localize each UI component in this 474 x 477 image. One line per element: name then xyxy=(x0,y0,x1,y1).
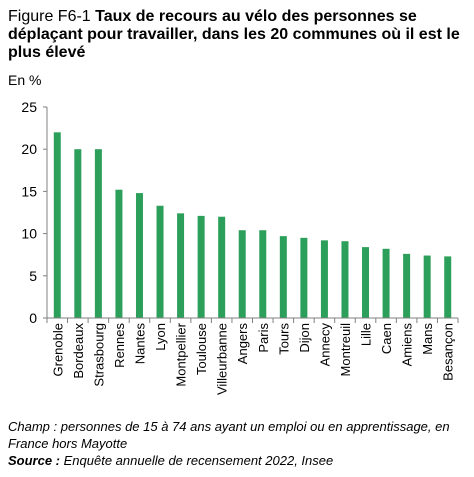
bar xyxy=(300,237,308,318)
bar xyxy=(279,236,287,318)
bar xyxy=(115,189,123,318)
bar xyxy=(53,132,61,318)
y-axis-unit: En % xyxy=(8,72,42,88)
bar xyxy=(423,255,431,318)
x-tick-label: Tours xyxy=(276,323,291,355)
y-tick-label: 0 xyxy=(29,310,37,326)
y-tick-label: 5 xyxy=(29,268,37,284)
bar xyxy=(74,149,82,318)
x-tick-label: Amiens xyxy=(400,323,415,367)
bar xyxy=(197,215,205,318)
x-tick-label: Montpellier xyxy=(174,322,189,386)
y-tick-label: 10 xyxy=(21,226,37,242)
x-tick-label: Villeurbanne xyxy=(215,323,230,395)
x-tick-label: Caen xyxy=(379,323,394,354)
x-tick-label: Lyon xyxy=(153,323,168,351)
figure-title: Taux de recours au vélo des personnes se… xyxy=(8,8,460,61)
bar xyxy=(382,248,390,318)
chart-notes: Champ : personnes de 15 à 74 ans ayant u… xyxy=(8,418,468,469)
source-label: Source : xyxy=(8,453,61,468)
x-tick-label: Angers xyxy=(235,323,250,365)
figure-number: Figure F6-1 xyxy=(8,8,91,25)
x-tick-label: Rennes xyxy=(112,323,127,368)
x-tick-label: Besançon xyxy=(441,323,456,381)
y-tick-label: 20 xyxy=(21,141,37,157)
bar xyxy=(320,240,328,318)
x-tick-label: Grenoble xyxy=(50,323,65,376)
x-tick-label: Mans xyxy=(420,323,435,355)
bar xyxy=(259,230,267,318)
bar xyxy=(403,253,411,318)
x-tick-label: Bordeaux xyxy=(71,323,86,379)
source-text: Enquête annuelle de recensement 2022, In… xyxy=(60,453,334,468)
bar xyxy=(156,205,164,318)
bar xyxy=(94,149,102,318)
bar xyxy=(177,213,185,318)
bar-chart: 0 5 10 15 20 25 Grenoble Bordeaux Strasbourg Renn… xyxy=(21,99,459,395)
x-tick-label: Montreuil xyxy=(338,323,353,377)
x-tick-label: Dijon xyxy=(297,323,312,353)
x-tick-label: Paris xyxy=(256,323,271,353)
x-tick-label: Lille xyxy=(359,323,374,346)
x-tick-label: Nantes xyxy=(132,323,147,365)
chart-title: Figure F6-1 Taux de recours au vélo des … xyxy=(8,8,466,62)
x-tick-label: Annecy xyxy=(317,323,332,367)
bar xyxy=(362,247,370,318)
source-note: Source : Enquête annuelle de recensement… xyxy=(8,452,468,469)
y-tick-label: 15 xyxy=(21,183,37,199)
bar xyxy=(444,256,452,318)
bar xyxy=(341,241,349,318)
y-tick-label: 25 xyxy=(21,99,37,115)
champ-note: Champ : personnes de 15 à 74 ans ayant u… xyxy=(8,419,450,451)
x-tick-label: Strasbourg xyxy=(91,323,106,387)
x-tick-label: Toulouse xyxy=(194,323,209,375)
bar xyxy=(238,230,246,318)
bar xyxy=(135,193,143,318)
bar xyxy=(218,216,226,318)
